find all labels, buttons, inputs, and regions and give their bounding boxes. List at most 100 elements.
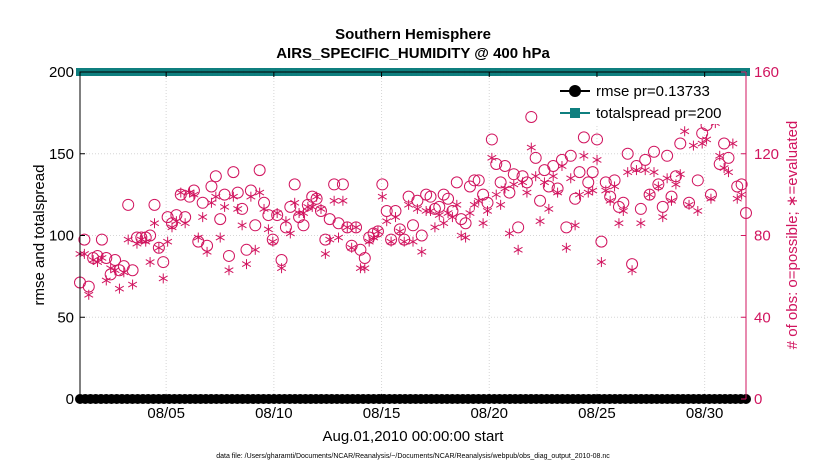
- obs-evaluated-point: [141, 236, 151, 247]
- obs-evaluated-point: [206, 197, 217, 208]
- obs-evaluated-point: [631, 165, 642, 176]
- obs-evaluated-point: [364, 236, 374, 247]
- obs-evaluated-point: [684, 199, 694, 210]
- obs-possible-point: [494, 176, 507, 189]
- obs-evaluated-point: [368, 232, 379, 243]
- obs-evaluated-point: [701, 134, 712, 145]
- obs-possible-point: [415, 229, 428, 242]
- obs-possible-point: [564, 149, 577, 162]
- obs-evaluated-point: [163, 236, 173, 247]
- obs-evaluated-point: [338, 195, 348, 206]
- obs-possible-point: [612, 200, 625, 213]
- obs-evaluated-point: [574, 189, 585, 200]
- obs-evaluated-point: [373, 226, 383, 237]
- obs-evaluated-point: [614, 218, 624, 229]
- legend-marker-totalspread: [570, 108, 580, 118]
- obs-evaluated-point: [224, 265, 234, 276]
- obs-evaluated-point: [307, 201, 317, 212]
- obs-evaluated-point: [509, 179, 519, 190]
- y-tick-label-right: 160: [754, 64, 779, 81]
- obs-possible-point: [332, 217, 345, 230]
- obs-possible-point: [371, 225, 384, 238]
- legend-marker-rmse: [569, 85, 581, 97]
- obs-evaluated-point: [298, 208, 309, 219]
- x-tick-label: 08/10: [255, 405, 293, 422]
- obs-possible-point: [503, 186, 516, 199]
- obs-possible-point: [358, 251, 371, 264]
- obs-evaluated-point: [688, 140, 699, 151]
- obs-possible-point: [512, 221, 525, 234]
- y-tick-label-right: 0: [754, 391, 762, 408]
- obs-evaluated-point: [447, 212, 458, 223]
- obs-possible-point: [78, 233, 91, 246]
- obs-evaluated-point: [360, 263, 370, 274]
- y-tick-label-left: 150: [49, 146, 74, 163]
- obs-possible-point: [328, 178, 341, 191]
- obs-evaluated-point: [544, 203, 554, 214]
- obs-possible-point: [560, 221, 573, 234]
- obs-evaluated-point: [452, 199, 462, 210]
- obs-possible-point: [490, 157, 503, 170]
- obs-evaluated-point: [110, 265, 120, 276]
- y-axis-label-right: # of obs: o=possible; ∗=evaluated: [784, 121, 801, 350]
- obs-possible-point: [222, 249, 235, 262]
- obs-evaluated-point: [548, 171, 558, 182]
- obs-possible-point: [236, 202, 249, 215]
- obs-possible-point: [240, 243, 253, 256]
- x-axis: 08/05 08/10 08/15 08/20 08/25 08/30: [147, 72, 723, 422]
- obs-evaluated-point: [395, 226, 405, 237]
- obs-possible-point: [126, 264, 139, 277]
- obs-evaluated-point: [640, 165, 650, 176]
- obs-evaluated-point: [623, 167, 633, 178]
- obs-evaluated-point: [193, 232, 203, 243]
- obs-evaluated-point: [487, 152, 497, 163]
- chart-title: Southern Hemisphere: [335, 26, 491, 43]
- obs-evaluated-point: [255, 187, 265, 198]
- obs-possible-point: [569, 192, 582, 205]
- obs-evaluated-point: [539, 177, 550, 188]
- obs-possible-point: [735, 178, 748, 191]
- obs-possible-point: [323, 213, 336, 226]
- obs-evaluated-point: [421, 205, 431, 216]
- obs-evaluated-point: [320, 248, 330, 259]
- obs-evaluated-point: [482, 205, 493, 216]
- chart-subtitle: AIRS_SPECIFIC_HUMIDITY @ 400 hPa: [276, 45, 550, 62]
- obs-evaluated-point: [259, 203, 269, 214]
- obs-evaluated-point: [693, 205, 703, 216]
- obs-evaluated-point: [377, 191, 387, 202]
- obs-possible-point: [674, 137, 687, 150]
- obs-possible-point: [376, 178, 389, 191]
- obs-evaluated-point: [399, 236, 409, 247]
- y-tick-label-right: 120: [754, 146, 779, 163]
- obs-evaluated-point: [671, 179, 681, 190]
- obs-evaluated-point: [158, 273, 168, 284]
- obs-evaluated-point: [609, 181, 620, 192]
- obs-evaluated-point: [294, 208, 304, 219]
- obs-possible-point: [196, 196, 209, 209]
- obs-possible-point: [442, 192, 455, 205]
- obs-possible-point: [621, 147, 634, 160]
- obs-evaluated-point: [268, 236, 278, 247]
- obs-evaluated-point: [675, 169, 685, 180]
- data-file-footnote: data file: /Users/gharamti/Documents/NCA…: [216, 453, 610, 460]
- obs-evaluated-point: [588, 185, 598, 196]
- obs-evaluated-point: [329, 195, 339, 206]
- obs-evaluated-point: [198, 212, 208, 223]
- obs-evaluated-point: [189, 189, 199, 200]
- obs-evaluated-point: [276, 263, 287, 274]
- obs-possible-point: [122, 198, 135, 211]
- obs-possible-point: [319, 233, 332, 246]
- obs-possible-point: [485, 133, 498, 146]
- obs-possible-point: [472, 174, 485, 187]
- obs-evaluated-point: [478, 218, 488, 229]
- obs-possible-point: [437, 188, 450, 201]
- obs-possible-point: [214, 213, 227, 226]
- obs-possible-point: [656, 200, 669, 213]
- obs-evaluated-point: [123, 234, 133, 245]
- legend: rmse pr=0.13733 totalspread pr=200: [554, 78, 744, 124]
- obs-evaluated-point: [281, 216, 291, 227]
- obs-evaluated-point: [241, 259, 252, 270]
- obs-possible-point: [227, 166, 240, 179]
- obs-evaluated-point: [386, 236, 396, 247]
